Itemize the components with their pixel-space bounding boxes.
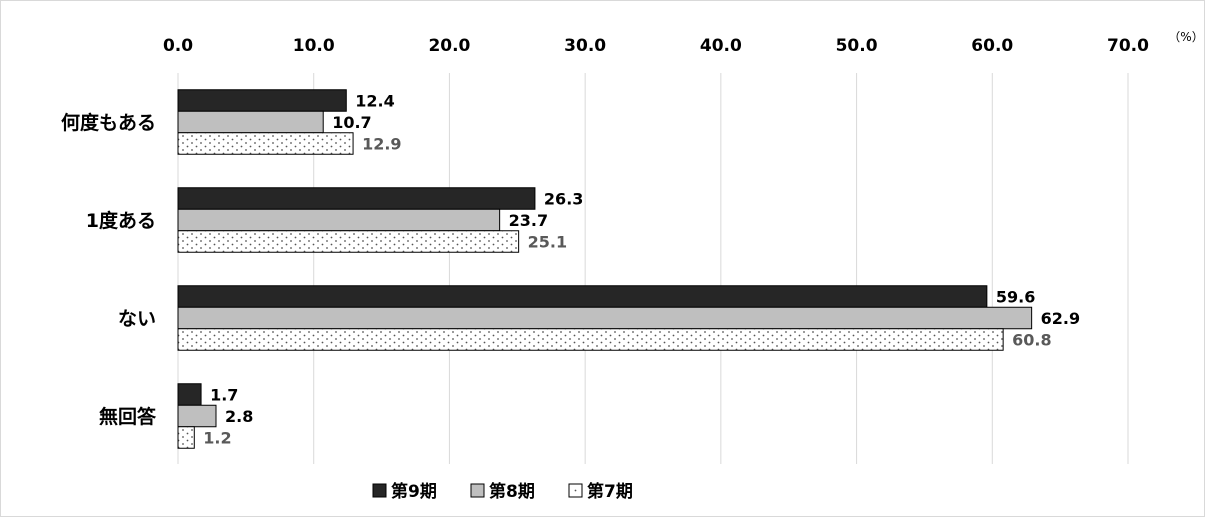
data-label: 60.8 <box>1012 331 1051 350</box>
x-tick-label: 70.0 <box>1107 36 1149 56</box>
bar <box>177 328 1004 351</box>
legend-swatch <box>372 483 387 498</box>
bar <box>177 110 324 134</box>
legend: 第9期 第8期 第7期 <box>372 481 633 502</box>
bar <box>177 404 217 428</box>
bar <box>177 89 347 112</box>
bars <box>177 89 1033 449</box>
data-label: 62.9 <box>1041 309 1080 328</box>
gridlines <box>177 73 1129 464</box>
legend-label: 第9期 <box>391 481 437 502</box>
x-tick-label: 50.0 <box>836 36 878 56</box>
x-unit-label: （%） <box>1168 30 1203 44</box>
x-tick-label: 40.0 <box>700 36 742 56</box>
bar <box>177 208 501 232</box>
data-label: 12.4 <box>355 92 394 111</box>
x-tick-label: 0.0 <box>163 36 193 56</box>
legend-swatch <box>470 483 485 498</box>
x-tick-label: 60.0 <box>971 36 1013 56</box>
bar <box>177 383 202 406</box>
data-label: 2.8 <box>225 407 253 426</box>
x-axis-ticks: 0.0 10.0 20.0 30.0 40.0 50.0 60.0 70.0 （%） <box>163 30 1204 56</box>
x-tick-label: 10.0 <box>293 36 335 56</box>
bar <box>177 187 536 210</box>
x-tick-label: 20.0 <box>428 36 470 56</box>
data-label: 12.9 <box>362 135 401 154</box>
bar <box>177 230 520 253</box>
bar <box>177 285 988 308</box>
data-label: 25.1 <box>528 233 567 252</box>
data-label: 1.7 <box>210 386 238 405</box>
category-label: 1度ある <box>86 209 156 232</box>
bar <box>177 132 354 155</box>
legend-label: 第7期 <box>587 481 633 502</box>
data-label: 1.2 <box>203 429 231 448</box>
data-label: 26.3 <box>544 190 583 209</box>
data-label: 10.7 <box>332 113 371 132</box>
data-label: 23.7 <box>509 211 548 230</box>
bar <box>177 306 1033 330</box>
category-label: ない <box>118 308 156 330</box>
data-labels: 12.4 10.7 12.9 26.3 23.7 25.1 59.6 62.9 60.8 1.7 2… <box>203 92 1080 448</box>
bar <box>177 426 195 449</box>
category-label: 何度もある <box>61 111 156 134</box>
data-label: 59.6 <box>996 288 1035 307</box>
legend-swatch-dot <box>574 489 577 492</box>
x-tick-label: 30.0 <box>564 36 606 56</box>
category-label: 無回答 <box>99 405 157 428</box>
legend-label: 第8期 <box>489 481 535 502</box>
